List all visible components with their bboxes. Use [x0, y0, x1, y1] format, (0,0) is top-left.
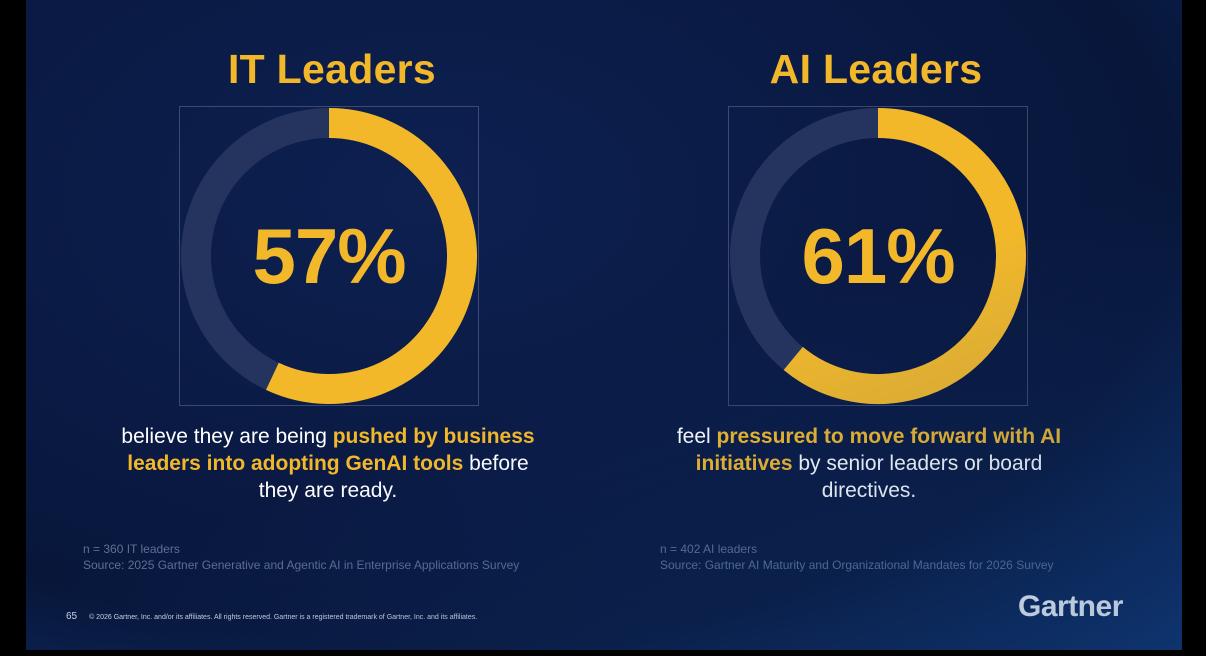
slide: IT Leaders 57% believe they are being pu…	[26, 0, 1182, 650]
donut-chart-ai-leaders: 61%	[728, 106, 1028, 406]
gartner-logo: Gartner	[1018, 590, 1123, 623]
highlight-text-1: pushed by business leaders into adopting…	[127, 425, 535, 475]
donut-svg-ai-leaders	[730, 108, 1026, 404]
copyright-text: © 2026 Gartner, Inc. and/or its affiliat…	[89, 614, 478, 621]
plain-text-2: before they are ready.	[258, 452, 529, 502]
donut-value-slice	[266, 108, 477, 404]
plain-text-2: by senior leaders or board directives.	[792, 452, 1043, 502]
sample-size-ai-leaders: n = 402 AI leaders	[660, 542, 758, 556]
sample-size-it-leaders: n = 360 IT leaders	[83, 542, 180, 556]
description-ai-leaders: feel pressured to move forward with AI i…	[649, 423, 1089, 504]
plain-text-0: feel	[676, 425, 717, 448]
donut-value-slice	[783, 108, 1026, 404]
footnote-ai-leaders: n = 402 AI leaders Source: Gartner AI Ma…	[660, 541, 1054, 573]
donut-chart-it-leaders: 57%	[179, 106, 479, 406]
donut-svg-it-leaders	[181, 108, 477, 404]
panel-title-ai-leaders: AI Leaders	[769, 46, 983, 92]
percent-label-it-leaders: 57%	[252, 211, 406, 300]
highlight-text-1: pressured to move forward with AI initia…	[695, 425, 1062, 475]
footer: 65 © 2026 Gartner, Inc. and/or its affil…	[66, 611, 477, 622]
description-it-leaders: believe they are being pushed by busines…	[108, 423, 548, 504]
source-it-leaders: Source: 2025 Gartner Generative and Agen…	[83, 558, 520, 572]
page-number: 65	[66, 611, 78, 622]
panel-title-it-leaders: IT Leaders	[227, 46, 437, 92]
footnote-it-leaders: n = 360 IT leaders Source: 2025 Gartner …	[83, 541, 519, 573]
source-ai-leaders: Source: Gartner AI Maturity and Organiza…	[660, 558, 1054, 572]
percent-label-ai-leaders: 61%	[801, 211, 955, 300]
plain-text-0: believe they are being	[121, 425, 333, 448]
